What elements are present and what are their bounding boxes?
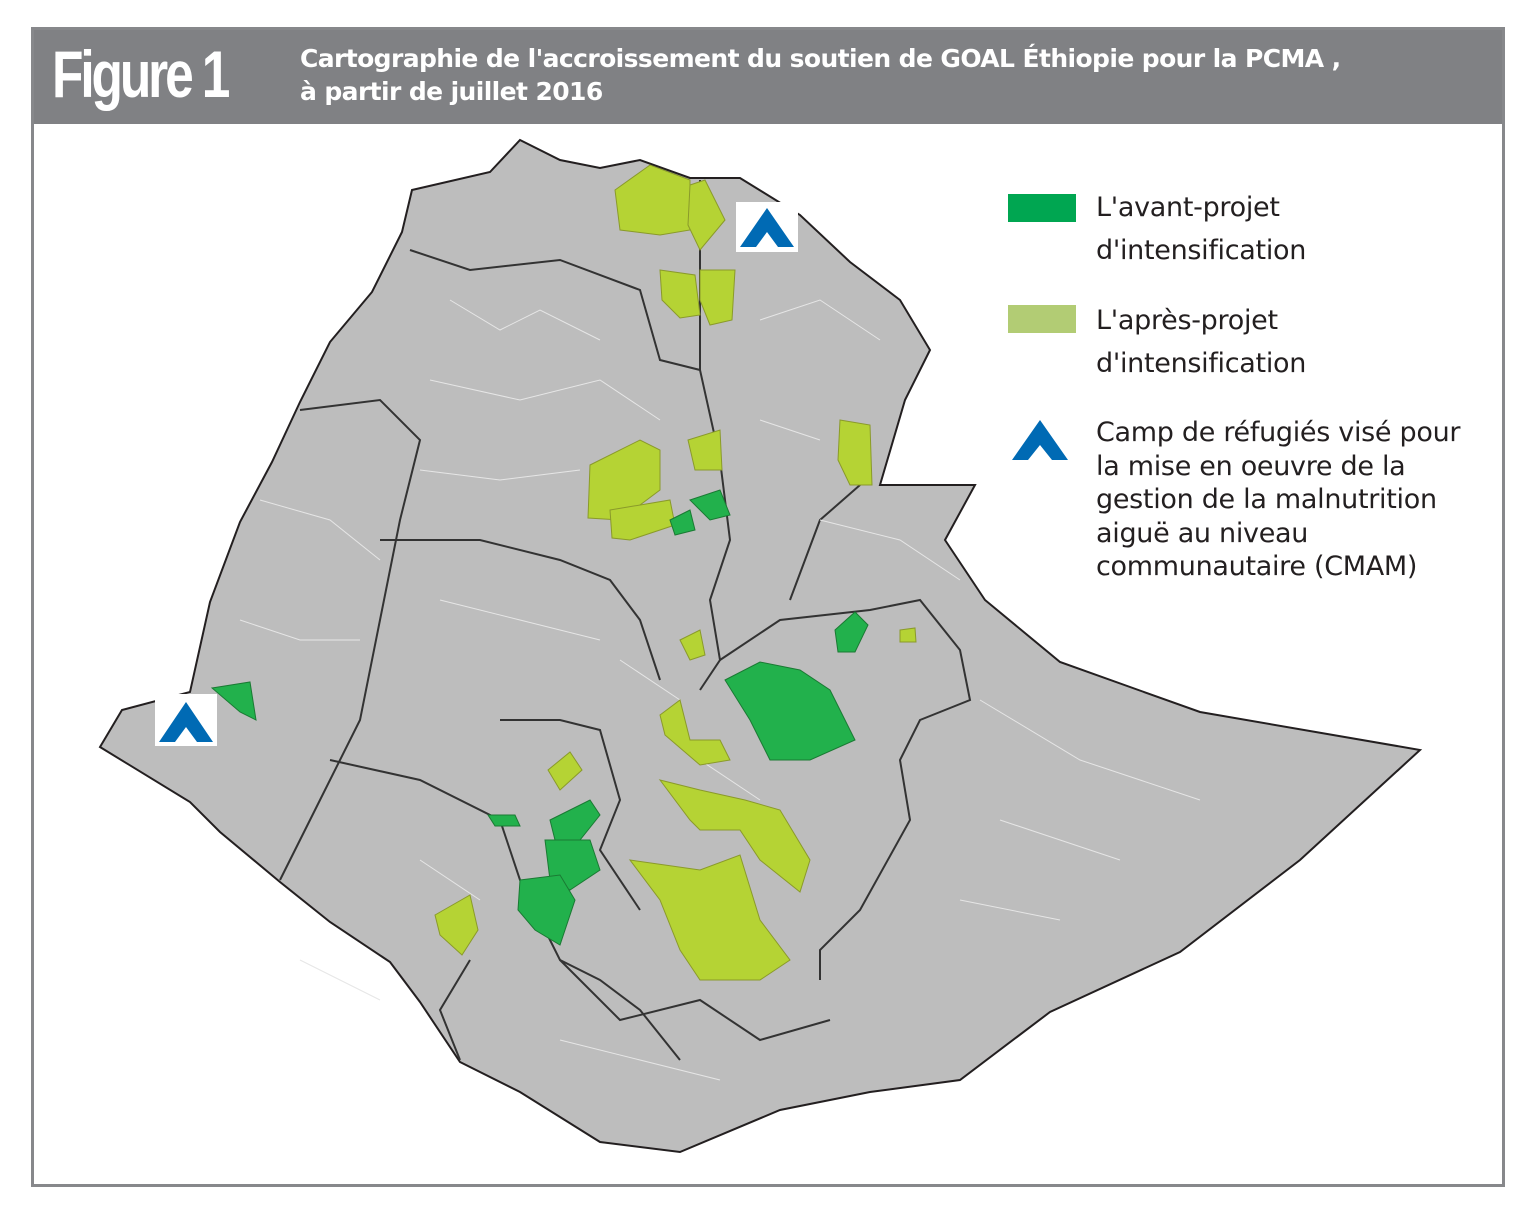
- refugee-camp-marker-west: [155, 694, 217, 746]
- legend-swatch-dark-green: [1008, 194, 1076, 222]
- district-boundaries: [239, 299, 1201, 1081]
- legend-item-pre-scale-up: L'avant-projet d'intensification: [1008, 186, 1306, 272]
- title-line-1: Cartographie de l'accroissement du souti…: [300, 44, 1341, 73]
- refugee-camp-triangle-icon: [740, 208, 794, 247]
- legend-item-post-scale-up: L'après-projet d'intensification: [1008, 299, 1306, 385]
- refugee-camp-triangle-icon: [159, 702, 213, 742]
- legend-label-line: Camp de réfugiés visé pour: [1096, 417, 1461, 448]
- title-line-2: à partir de juillet 2016: [300, 77, 603, 106]
- refugee-camp-marker-north: [736, 202, 798, 252]
- legend-label-line: L'après-projet: [1096, 305, 1278, 336]
- legend-label-line: L'avant-projet: [1096, 192, 1280, 223]
- legend-label-line: la mise en oeuvre de la: [1096, 450, 1406, 482]
- legend-label-line: aiguë au niveau: [1096, 517, 1309, 549]
- legend-label-line: d'intensification: [1096, 348, 1307, 379]
- post-scale-up-districts: [434, 164, 917, 981]
- legend-label-line: gestion de la malnutrition: [1096, 484, 1437, 515]
- figure-label: Figure 1: [52, 37, 230, 111]
- country-outline: [98, 138, 1423, 1154]
- figure-header: Figure 1 Cartographie de l'accroissement…: [34, 30, 1502, 124]
- pre-scale-up-districts: [210, 489, 869, 946]
- figure-title: Cartographie de l'accroissement du souti…: [300, 42, 1341, 108]
- legend-label-line: d'intensification: [1096, 235, 1307, 266]
- refugee-camp-triangle-icon: [1012, 420, 1068, 460]
- legend-swatch-light-green: [1008, 305, 1076, 333]
- legend-item-refugee-camp: Camp de réfugiés visé pour la mise en oe…: [1012, 416, 1461, 584]
- legend-label-line: communautaire (CMAM): [1096, 551, 1418, 582]
